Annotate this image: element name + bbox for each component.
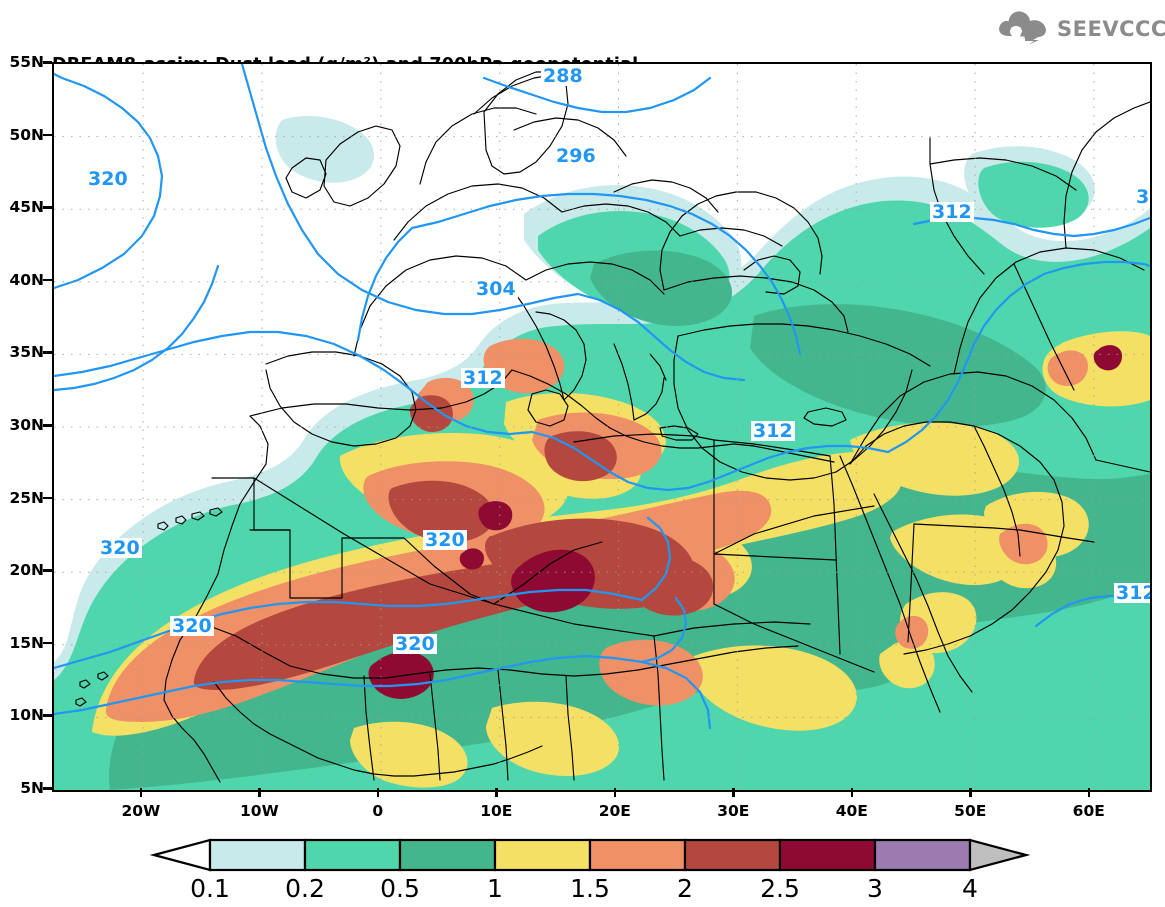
y-tick-label: 50N [9,125,44,144]
colorbar-swatch[interactable] [303,838,402,872]
y-tick-label: 5N [20,779,44,797]
colorbar-swatch[interactable] [398,838,497,872]
colorbar-swatch[interactable] [208,838,307,872]
colorbar-tick-label: 2.5 [760,874,800,903]
cloud-icon [999,11,1046,45]
y-tick-mark [43,641,52,645]
y-tick-label: 15N [9,633,44,652]
colorbar-under-arrow [150,838,212,872]
y-tick-mark [43,133,52,137]
x-tick-label: 60E [1072,802,1105,820]
y-tick-mark [43,714,52,717]
y-tick-label: 25N [9,488,44,507]
x-tick-mark [613,788,617,797]
y-tick-mark [43,278,52,282]
y-tick-label: 40N [9,270,44,289]
x-tick-mark [969,788,972,797]
page-header: DREAM8-assim: Dust load (g/m²) and 700hP… [0,0,1165,141]
colorbar-swatch[interactable] [493,838,592,872]
colorbar-over-arrow [968,838,1030,872]
colorbar-swatch[interactable] [873,838,972,872]
map-frame: 28829630431231231231230320320320320320 [52,62,1152,792]
y-tick-mark [43,351,52,354]
y-tick-mark [43,496,52,500]
colorbar-swatch[interactable] [588,838,687,872]
colorbar-tick-label: 1 [487,874,503,903]
x-tick-mark [850,788,854,797]
colorbar-tick-label: 0.5 [380,874,420,903]
y-tick-mark [43,569,52,572]
colorbar-swatch[interactable] [683,838,782,872]
y-tick-mark [43,206,52,209]
y-tick-label: 20N [9,561,44,580]
y-tick-label: 55N [9,53,44,71]
colorbar-tick-label: 2 [677,874,693,903]
x-tick-label: 20W [121,802,161,820]
x-tick-label: 50E [954,802,987,820]
x-tick-label: 0 [372,802,384,820]
x-tick-mark [495,788,498,797]
x-tick-mark [376,788,380,797]
logo-wordmark: SEEVCCC [1057,17,1165,41]
x-tick-mark [258,788,261,797]
y-tick-label: 30N [9,416,44,434]
colorbar-tick-label: 0.2 [285,874,325,903]
y-tick-mark [43,61,52,64]
dust-load-map [54,64,1150,790]
y-tick-mark [43,424,52,427]
x-tick-label: 10W [240,802,279,820]
seevccc-logo: SEEVCCC [995,6,1165,48]
y-tick-label: 45N [9,198,44,217]
y-tick-mark [43,787,52,790]
x-tick-label: 40E [835,802,868,820]
colorbar-swatches[interactable] [150,836,1030,876]
x-tick-label: 20E [598,802,631,820]
y-tick-label: 10N [9,706,44,725]
x-tick-mark [1087,788,1091,797]
colorbar-tick-label: 0.1 [190,874,230,903]
x-tick-label: 10E [480,802,513,820]
x-tick-label: 30E [717,802,750,820]
x-tick-mark [732,788,735,797]
colorbar-tick-label: 3 [867,874,883,903]
country-borders [75,71,1150,783]
grid-lines [54,64,1150,790]
y-tick-label: 35N [9,343,44,362]
map-panel[interactable]: 28829630431231231231230320320320320320 5… [9,53,1152,820]
colorbar-tick-label: 1.5 [570,874,610,903]
colorbar[interactable]: 0.1 0.2 0.5 1 1.5 2 2.5 3 4 [0,836,1165,907]
x-tick-mark [139,788,143,797]
colorbar-tick-label: 4 [962,874,978,903]
colorbar-swatch[interactable] [778,838,877,872]
